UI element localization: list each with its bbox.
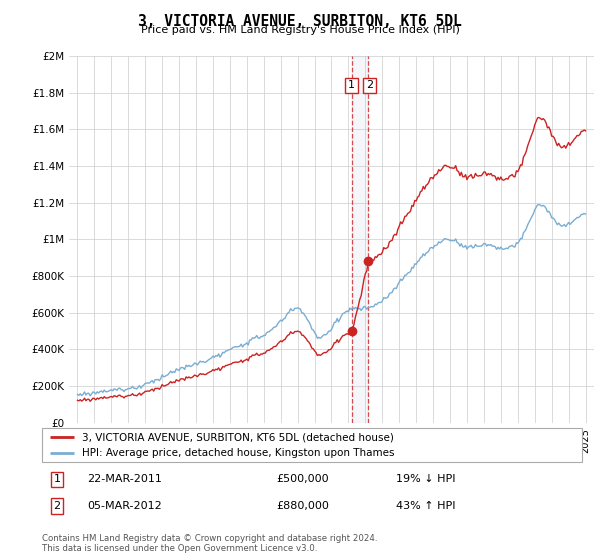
Text: Contains HM Land Registry data © Crown copyright and database right 2024.
This d: Contains HM Land Registry data © Crown c… — [42, 534, 377, 553]
Text: 2: 2 — [366, 80, 373, 90]
Text: 2: 2 — [53, 501, 61, 511]
Text: £880,000: £880,000 — [276, 501, 329, 511]
FancyBboxPatch shape — [42, 428, 582, 462]
Text: 19% ↓ HPI: 19% ↓ HPI — [396, 474, 455, 484]
Text: Price paid vs. HM Land Registry's House Price Index (HPI): Price paid vs. HM Land Registry's House … — [140, 25, 460, 35]
Text: 1: 1 — [53, 474, 61, 484]
Text: HPI: Average price, detached house, Kingston upon Thames: HPI: Average price, detached house, King… — [83, 448, 395, 458]
Text: 22-MAR-2011: 22-MAR-2011 — [87, 474, 162, 484]
Bar — [352, 56, 368, 423]
Text: 43% ↑ HPI: 43% ↑ HPI — [396, 501, 455, 511]
Text: 3, VICTORIA AVENUE, SURBITON, KT6 5DL: 3, VICTORIA AVENUE, SURBITON, KT6 5DL — [138, 14, 462, 29]
Text: 05-MAR-2012: 05-MAR-2012 — [87, 501, 162, 511]
Text: 1: 1 — [348, 80, 355, 90]
Text: 3, VICTORIA AVENUE, SURBITON, KT6 5DL (detached house): 3, VICTORIA AVENUE, SURBITON, KT6 5DL (d… — [83, 432, 394, 442]
Text: £500,000: £500,000 — [276, 474, 329, 484]
